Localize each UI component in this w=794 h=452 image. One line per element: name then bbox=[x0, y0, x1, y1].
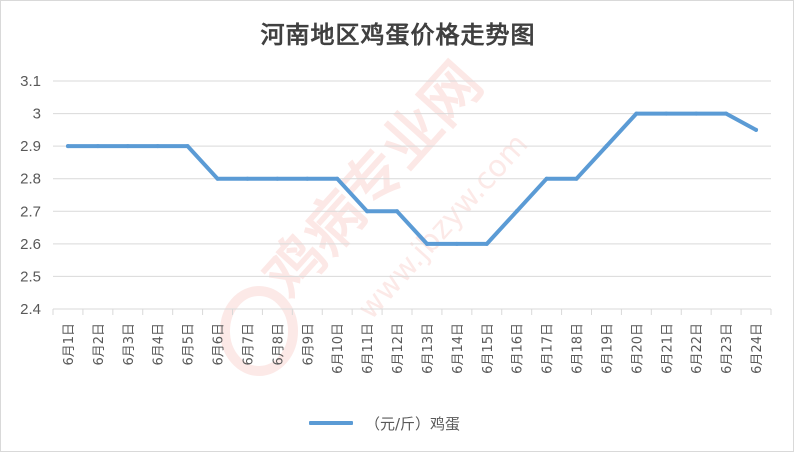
x-tick-label: 6月16日 bbox=[511, 323, 526, 374]
data-point bbox=[155, 144, 160, 149]
y-tick-label: 2.5 bbox=[20, 268, 41, 285]
data-point bbox=[544, 176, 549, 181]
axes bbox=[52, 309, 772, 315]
x-tick-label: 6月23日 bbox=[720, 323, 735, 374]
x-tick-label: 6月13日 bbox=[421, 323, 436, 374]
x-tick-label: 6月19日 bbox=[600, 323, 615, 374]
x-tick-label: 6月17日 bbox=[541, 323, 556, 374]
data-point bbox=[395, 209, 400, 214]
x-tick-label: 6月3日 bbox=[122, 323, 137, 366]
y-tick-labels: 2.4 2.5 2.6 2.7 2.8 2.9 3 3.1 bbox=[20, 73, 41, 318]
data-point bbox=[724, 111, 729, 116]
x-tick-label: 6月15日 bbox=[481, 323, 496, 374]
x-tick-label: 6月5日 bbox=[182, 323, 197, 366]
x-tick-label: 6月4日 bbox=[152, 323, 167, 366]
x-tick-label: 6月21日 bbox=[660, 323, 675, 374]
data-point bbox=[125, 144, 130, 149]
x-tick-label: 6月10日 bbox=[331, 323, 346, 374]
x-tick-label: 6月8日 bbox=[271, 323, 286, 366]
y-tick-label: 2.9 bbox=[20, 138, 41, 155]
legend-swatch bbox=[309, 421, 353, 425]
x-tick-label: 6月18日 bbox=[571, 323, 586, 374]
data-point bbox=[574, 176, 579, 181]
data-point bbox=[95, 144, 100, 149]
data-point bbox=[694, 111, 699, 116]
data-point bbox=[245, 176, 250, 181]
y-tick-label: 2.6 bbox=[20, 236, 41, 253]
legend-label: （元/斤）鸡蛋 bbox=[365, 414, 461, 433]
x-tick-label: 6月20日 bbox=[630, 323, 645, 374]
x-tick-label: 6月11日 bbox=[361, 323, 376, 374]
data-point bbox=[514, 209, 519, 214]
x-tick-label: 6月24日 bbox=[750, 323, 765, 374]
data-point bbox=[215, 176, 220, 181]
watermark-logo bbox=[220, 286, 298, 376]
data-point bbox=[335, 176, 340, 181]
data-point bbox=[305, 176, 310, 181]
x-tick-label: 6月14日 bbox=[451, 323, 466, 374]
y-tick-label: 2.8 bbox=[20, 171, 41, 188]
chart-title: 河南地区鸡蛋价格走势图 bbox=[260, 21, 536, 49]
data-point bbox=[754, 127, 759, 132]
data-point bbox=[65, 144, 70, 149]
data-point bbox=[634, 111, 639, 116]
data-point bbox=[365, 209, 370, 214]
data-point bbox=[185, 144, 190, 149]
x-tick-label: 6月22日 bbox=[690, 323, 705, 374]
y-tick-label: 3.1 bbox=[20, 73, 41, 90]
x-tick-label: 6月1日 bbox=[62, 323, 77, 366]
data-point bbox=[454, 241, 459, 246]
y-tick-label: 3 bbox=[33, 106, 41, 123]
data-point bbox=[275, 176, 280, 181]
x-tick-label: 6月12日 bbox=[391, 323, 406, 374]
x-tick-label: 6月2日 bbox=[92, 323, 107, 366]
series-lines bbox=[65, 111, 759, 246]
legend: （元/斤）鸡蛋 bbox=[309, 411, 460, 435]
data-point bbox=[484, 241, 489, 246]
series-line bbox=[66, 111, 758, 246]
data-point bbox=[604, 144, 609, 149]
y-tick-label: 2.7 bbox=[20, 203, 41, 220]
y-tick-label: 2.4 bbox=[20, 301, 41, 318]
x-tick-labels: 6月1日 6月2日 6月3日 6月4日 6月5日 6月6日 6月7日 6月8日 6月9日 6月10… bbox=[62, 323, 765, 374]
x-tick-label: 6月7日 bbox=[241, 323, 256, 366]
data-point bbox=[664, 111, 669, 116]
data-point bbox=[424, 241, 429, 246]
x-tick-label: 6月6日 bbox=[212, 323, 227, 366]
x-tick-label: 6月9日 bbox=[301, 323, 316, 366]
